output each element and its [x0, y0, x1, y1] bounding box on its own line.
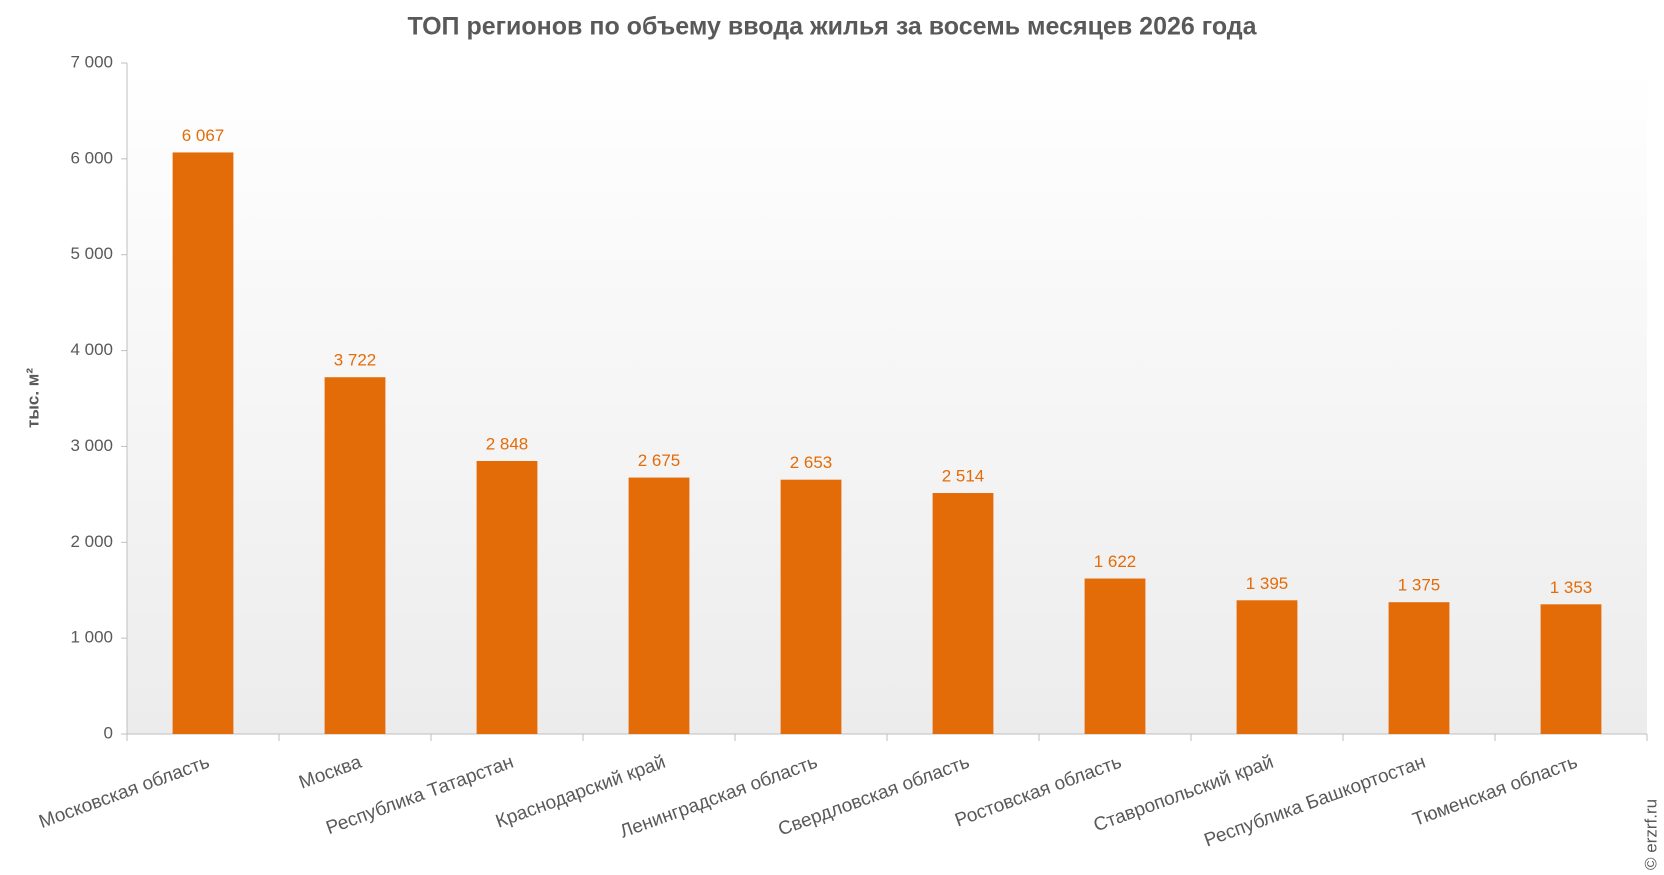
value-label: 3 722 [334, 351, 377, 370]
chart-title: ТОП регионов по объему ввода жилья за во… [407, 13, 1257, 41]
y-tick-label: 7 000 [70, 52, 113, 71]
y-tick-label: 2 000 [70, 532, 113, 551]
bar [932, 493, 994, 734]
bar [172, 152, 234, 735]
y-tick-label: 1 000 [70, 628, 113, 647]
bar [1236, 600, 1298, 734]
value-label: 2 653 [790, 453, 833, 472]
value-label: 1 622 [1094, 552, 1137, 571]
y-tick-label: 4 000 [70, 340, 113, 359]
y-tick-label: 6 000 [70, 148, 113, 167]
x-tick-label: Москва [296, 752, 365, 794]
bar [476, 460, 538, 734]
value-label: 2 848 [486, 434, 529, 453]
bar [780, 479, 842, 734]
value-label: 6 067 [182, 126, 225, 145]
bar [1084, 578, 1146, 734]
x-tick-label: Тюменская область [1410, 752, 1580, 831]
value-label: 1 375 [1398, 576, 1441, 595]
credit: © erzrf.ru [1641, 799, 1660, 870]
bar [1540, 604, 1602, 734]
value-label: 2 514 [942, 466, 985, 485]
y-axis-label: тыс. м² [23, 368, 42, 428]
y-tick-label: 5 000 [70, 244, 113, 263]
y-tick-label: 3 000 [70, 436, 113, 455]
bar [628, 477, 690, 734]
x-tick-label: Московская область [36, 752, 212, 833]
value-label: 2 675 [638, 451, 681, 470]
bar [324, 377, 386, 734]
bar [1388, 602, 1450, 734]
value-label: 1 395 [1246, 574, 1289, 593]
value-label: 1 353 [1550, 578, 1593, 597]
y-tick-label: 0 [104, 723, 113, 742]
